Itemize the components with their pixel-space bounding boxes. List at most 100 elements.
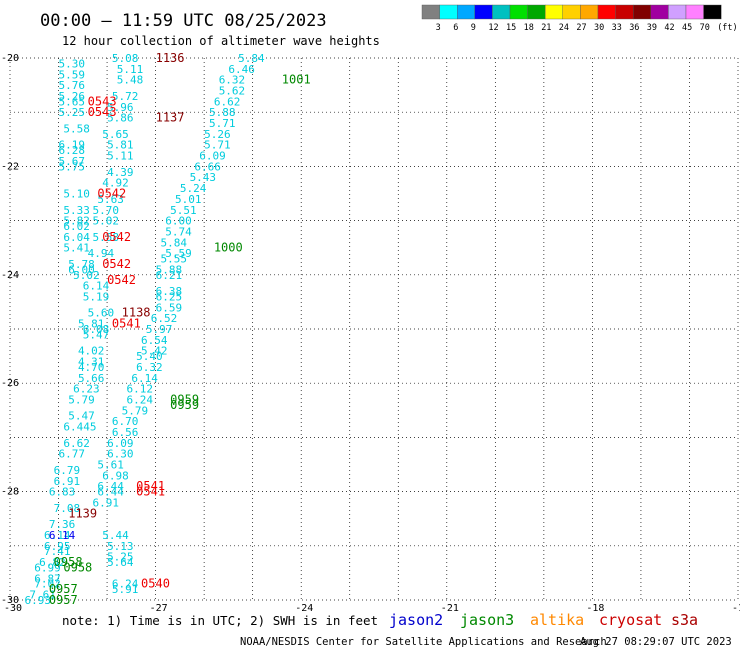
wave-height-value: 5.82 xyxy=(63,215,90,228)
x-tick-label: -15 xyxy=(732,603,740,614)
colorbar-swatch xyxy=(685,4,704,20)
wave-height-value: 5.63 xyxy=(97,193,124,206)
colorbar-swatch xyxy=(650,4,669,20)
wave-height-value: 5.67 xyxy=(59,155,86,168)
wave-height-value: 6.08 xyxy=(83,323,110,336)
wave-height-value: 6.09 xyxy=(199,150,226,163)
wave-height-value: 5.47 xyxy=(83,328,110,341)
x-tick-label: -30 xyxy=(4,603,22,614)
wave-height-value: 5.24 xyxy=(180,182,207,195)
colorbar-swatch xyxy=(492,4,511,20)
wave-height-value: 5.59 xyxy=(165,247,192,260)
wave-height-value: 5.58 xyxy=(93,231,120,244)
wave-height-value: 5.59 xyxy=(59,68,86,81)
colorbar-label: 21 xyxy=(541,23,551,33)
wave-height-value: 5.81 xyxy=(78,318,105,331)
wave-height-value: 6.32 xyxy=(136,361,163,374)
y-tick-label: -30 xyxy=(1,595,19,606)
colorbar-swatch xyxy=(457,4,476,20)
pass-time-label: 1139 xyxy=(68,506,97,520)
pass-time-label: 0542 xyxy=(97,187,126,201)
wave-height-value: 5.26 xyxy=(59,90,86,103)
wave-height-value: 5.48 xyxy=(117,74,144,87)
legend-altika: altika xyxy=(530,611,584,629)
lat-lon-grid xyxy=(9,57,739,601)
colorbar-swatch xyxy=(580,4,599,20)
wave-height-value: 5.88 xyxy=(209,106,236,119)
wave-height-value: 6.14 xyxy=(83,280,110,293)
colorbar-unit: (ft) xyxy=(717,23,737,33)
pass-time-label: 0957 xyxy=(49,582,78,596)
wave-height-value: 5.01 xyxy=(175,193,202,206)
wave-height-value: 5.02 xyxy=(93,215,120,228)
wave-height-value: 5.71 xyxy=(209,117,236,130)
colorbar-label: 24 xyxy=(559,23,569,33)
wave-height-value: 5.08 xyxy=(112,52,139,65)
wave-height-value: 5.11 xyxy=(117,63,144,76)
pass-time-label: 0957 xyxy=(49,593,78,607)
wave-height-value: 5.13 xyxy=(107,540,134,553)
wave-height-value: 4.70 xyxy=(78,361,105,374)
wave-height-values: 5.305.595.765.265.655.255.586.196.285.67… xyxy=(25,52,265,607)
wave-height-value: 5.97 xyxy=(146,323,173,336)
colorbar-swatch xyxy=(633,4,652,20)
wave-height-value: 5.10 xyxy=(63,188,90,201)
y-tick-label: -24 xyxy=(1,270,19,281)
wave-height-value: 6.98 xyxy=(102,469,129,482)
wave-height-value: 5.65 xyxy=(59,95,86,108)
colorbar-swatch xyxy=(668,4,687,20)
pass-time-label: 0543 xyxy=(88,105,117,119)
wave-height-value: 6.91 xyxy=(93,496,120,509)
wave-height-value: 5.33 xyxy=(63,204,90,217)
wave-height-value: 6.46 xyxy=(228,63,255,76)
wave-height-value: 5.40 xyxy=(136,350,163,363)
wave-height-value: 5.11 xyxy=(107,150,134,163)
legend-jason3: jason3 xyxy=(460,611,514,629)
pass-time-label: 0543 xyxy=(88,94,117,108)
wave-height-value: 5.41 xyxy=(63,242,90,255)
pass-time-label: 0958 xyxy=(54,555,83,569)
colorbar-swatch xyxy=(597,4,616,20)
colorbar-label: 15 xyxy=(506,23,516,33)
colorbar-swatch xyxy=(562,4,581,20)
pass-time-label: 0959 xyxy=(170,398,199,412)
wave-height-value: 7.02 xyxy=(34,578,61,591)
wave-height-value: 6.87 xyxy=(34,572,61,585)
colorbar-label: 9 xyxy=(471,23,476,33)
pass-time-label: 0542 xyxy=(107,273,136,287)
wave-height-value: 5.76 xyxy=(59,79,86,92)
chart-subtitle: 12 hour collection of altimeter wave hei… xyxy=(62,34,380,48)
wave-height-value: 5.79 xyxy=(68,393,95,406)
colorbar-label: 45 xyxy=(682,23,692,33)
colorbar-label: 6 xyxy=(453,23,458,33)
y-tick-label: -20 xyxy=(1,53,19,64)
pass-time-label: 0542 xyxy=(102,230,131,244)
wave-height-value: 4.31 xyxy=(78,356,105,369)
wave-height-value: 5.51 xyxy=(170,204,197,217)
wave-height-value: 7.08 xyxy=(54,502,81,515)
colorbar-label: 3 xyxy=(436,23,441,33)
colorbar-label: 30 xyxy=(594,23,604,33)
colorbar-label: 27 xyxy=(576,23,586,33)
wave-height-value: 5.43 xyxy=(190,171,217,184)
wave-height-value: 6.91 xyxy=(54,475,81,488)
pass-time-label: 0541 xyxy=(136,479,165,493)
wave-height-value: 5.64 xyxy=(107,556,134,569)
wave-height-value: 6.09 xyxy=(107,437,134,450)
wave-height-value: 6.82 xyxy=(39,556,65,569)
pass-time-label: 0958 xyxy=(63,560,92,574)
wave-height-value: 5.47 xyxy=(68,410,95,423)
wave-height-value: 6.95 xyxy=(44,540,70,553)
wave-height-value: 6.56 xyxy=(112,426,139,439)
x-tick-label: -24 xyxy=(295,603,313,614)
wave-height-value: 5.58 xyxy=(63,122,90,135)
y-tick-label: -28 xyxy=(1,487,19,498)
wave-height-value: 5.78 xyxy=(68,258,95,271)
wave-height-value: 6.83 xyxy=(49,486,76,499)
colorbar-label: 36 xyxy=(629,23,639,33)
wave-height-value: 6.00 xyxy=(68,263,95,276)
legend-jason2: jason2 xyxy=(389,611,443,629)
wave-height-value: 5.75 xyxy=(59,160,86,173)
wave-height-value: 5.70 xyxy=(93,204,120,217)
